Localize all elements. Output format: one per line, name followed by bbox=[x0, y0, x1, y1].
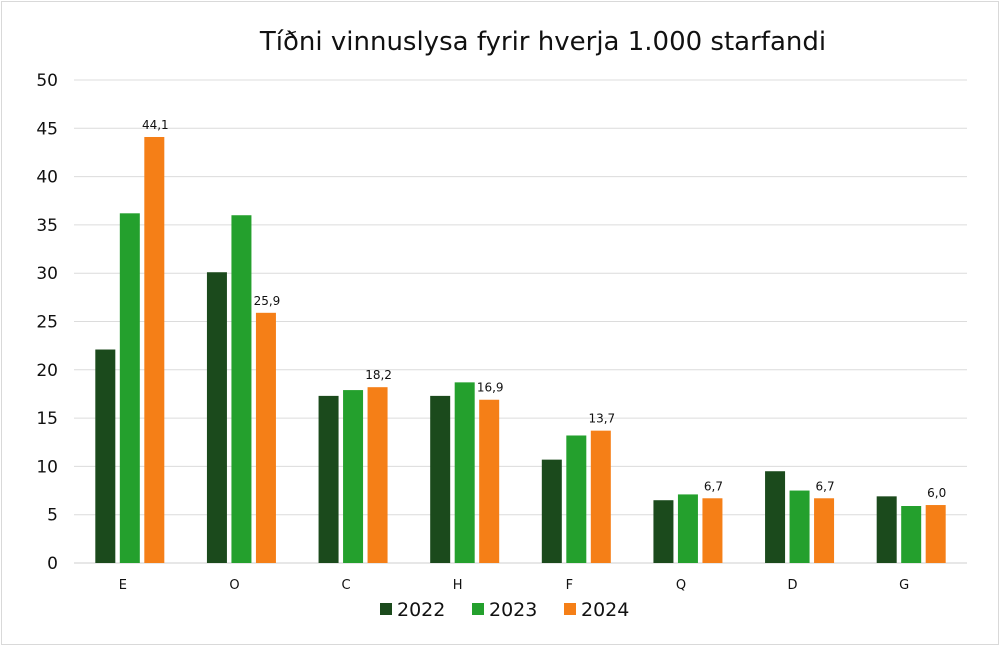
data-label-D: 6,7 bbox=[816, 479, 835, 493]
x-tick-label-C: C bbox=[342, 578, 351, 593]
bar-O-2024 bbox=[255, 312, 276, 563]
x-tick-label-H: H bbox=[453, 578, 463, 593]
bar-E-2024 bbox=[144, 136, 165, 563]
y-tick-label: 50 bbox=[36, 71, 58, 91]
bar-F-2023 bbox=[566, 435, 587, 563]
chart-title: Tíðni vinnuslysa fyrir hverja 1.000 star… bbox=[259, 27, 826, 57]
y-tick-label: 40 bbox=[36, 168, 58, 188]
x-tick-label-Q: Q bbox=[676, 578, 686, 593]
bar-Q-2022 bbox=[653, 500, 674, 563]
legend-label-2023: 2023 bbox=[489, 599, 537, 621]
y-tick-label: 15 bbox=[36, 409, 58, 429]
data-label-F: 13,7 bbox=[588, 412, 615, 426]
data-label-O: 25,9 bbox=[254, 294, 281, 308]
bar-C-2023 bbox=[343, 390, 364, 563]
y-tick-label: 5 bbox=[47, 506, 58, 526]
y-tick-label: 45 bbox=[36, 119, 58, 139]
y-tick-label: 0 bbox=[47, 554, 58, 574]
x-tick-label-O: O bbox=[229, 578, 239, 593]
y-tick-label: 25 bbox=[36, 313, 58, 333]
y-tick-label: 35 bbox=[36, 216, 58, 236]
bar-O-2023 bbox=[231, 215, 252, 564]
data-labels: 44,1 25,9 18,2 16,9 13,7 6,7 6,7 6,0 bbox=[142, 118, 946, 500]
legend-swatch-2023 bbox=[472, 603, 484, 615]
data-label-E: 44,1 bbox=[142, 118, 169, 132]
y-axis: 0 5 10 15 20 25 30 35 40 45 50 bbox=[36, 71, 58, 574]
data-label-C: 18,2 bbox=[365, 368, 392, 382]
legend-swatch-2024 bbox=[564, 603, 576, 615]
bar-D-2022 bbox=[765, 471, 786, 563]
data-label-Q: 6,7 bbox=[704, 479, 723, 493]
bar-G-2023 bbox=[901, 506, 922, 563]
bar-E-2022 bbox=[95, 349, 116, 563]
bar-D-2024 bbox=[814, 498, 835, 563]
data-label-G: 6,0 bbox=[927, 486, 946, 500]
legend: 2022 2023 2024 bbox=[380, 599, 629, 621]
bar-C-2022 bbox=[318, 395, 339, 563]
data-label-H: 16,9 bbox=[477, 381, 504, 395]
bar-H-2023 bbox=[454, 382, 475, 563]
bar-G-2024 bbox=[925, 505, 946, 563]
x-tick-label-G: G bbox=[899, 578, 909, 593]
legend-swatch-2022 bbox=[380, 603, 392, 615]
bar-E-2023 bbox=[119, 213, 140, 564]
bar-Q-2024 bbox=[702, 498, 723, 563]
x-tick-label-D: D bbox=[788, 578, 798, 593]
x-tick-label-F: F bbox=[566, 578, 573, 593]
bar-F-2024 bbox=[590, 430, 611, 563]
bar-H-2022 bbox=[430, 395, 451, 563]
x-tick-label-E: E bbox=[119, 578, 127, 593]
y-tick-label: 20 bbox=[36, 361, 58, 381]
bar-D-2023 bbox=[789, 490, 810, 563]
bar-Q-2023 bbox=[677, 494, 698, 563]
legend-label-2022: 2022 bbox=[397, 599, 445, 621]
legend-label-2024: 2024 bbox=[581, 599, 629, 621]
bar-G-2022 bbox=[876, 496, 897, 563]
bar-O-2022 bbox=[206, 272, 227, 563]
bar-C-2024 bbox=[367, 387, 388, 563]
bar-H-2024 bbox=[479, 399, 500, 563]
bars bbox=[95, 136, 946, 564]
y-tick-label: 30 bbox=[36, 264, 58, 284]
y-tick-label: 10 bbox=[36, 457, 58, 477]
bar-F-2022 bbox=[541, 459, 562, 563]
